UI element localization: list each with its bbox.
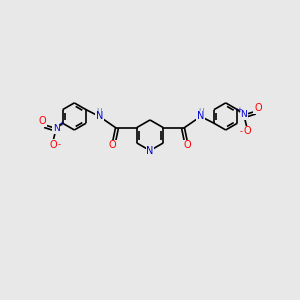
Text: O: O [184, 140, 191, 150]
Text: O: O [50, 140, 57, 150]
Text: N: N [146, 146, 154, 156]
Text: H: H [97, 107, 102, 116]
Text: +: + [236, 107, 242, 113]
Text: O: O [254, 103, 262, 113]
Text: N: N [197, 111, 204, 122]
Text: O: O [243, 126, 250, 136]
Text: O: O [109, 140, 116, 150]
Text: -: - [58, 140, 61, 149]
Text: N: N [96, 111, 103, 122]
Text: -: - [239, 127, 242, 136]
Text: +: + [58, 121, 64, 127]
Text: O: O [38, 116, 46, 126]
Text: H: H [198, 107, 203, 116]
Text: N: N [53, 124, 59, 133]
Text: N: N [241, 110, 247, 119]
